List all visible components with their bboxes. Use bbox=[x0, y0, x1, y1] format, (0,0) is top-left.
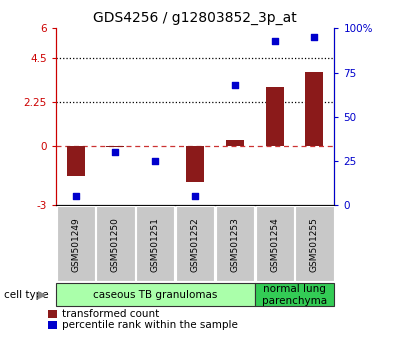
Bar bbox=[107, 146, 124, 147]
Bar bbox=[265, 87, 283, 146]
Bar bbox=[186, 146, 204, 182]
Text: GSM501255: GSM501255 bbox=[310, 217, 319, 272]
Point bbox=[232, 82, 238, 88]
Text: percentile rank within the sample: percentile rank within the sample bbox=[62, 320, 238, 330]
Text: transformed count: transformed count bbox=[62, 309, 159, 319]
Point bbox=[112, 149, 119, 155]
Text: GSM501249: GSM501249 bbox=[71, 217, 80, 272]
Text: GSM501252: GSM501252 bbox=[191, 217, 199, 272]
Point bbox=[152, 158, 158, 164]
Bar bbox=[226, 141, 244, 146]
Bar bbox=[67, 146, 85, 176]
Point bbox=[311, 34, 318, 40]
Title: GDS4256 / g12803852_3p_at: GDS4256 / g12803852_3p_at bbox=[93, 11, 297, 24]
Text: GSM501251: GSM501251 bbox=[151, 217, 160, 272]
Text: GSM501253: GSM501253 bbox=[230, 217, 239, 272]
Text: GSM501250: GSM501250 bbox=[111, 217, 120, 272]
Bar bbox=[306, 72, 323, 146]
Text: GSM501254: GSM501254 bbox=[270, 217, 279, 272]
Point bbox=[192, 194, 198, 199]
Text: ▶: ▶ bbox=[38, 290, 46, 300]
Text: normal lung
parenchyma: normal lung parenchyma bbox=[262, 284, 327, 306]
Text: cell type: cell type bbox=[4, 290, 49, 300]
Point bbox=[271, 38, 278, 44]
Text: caseous TB granulomas: caseous TB granulomas bbox=[93, 290, 217, 300]
Point bbox=[72, 194, 79, 199]
